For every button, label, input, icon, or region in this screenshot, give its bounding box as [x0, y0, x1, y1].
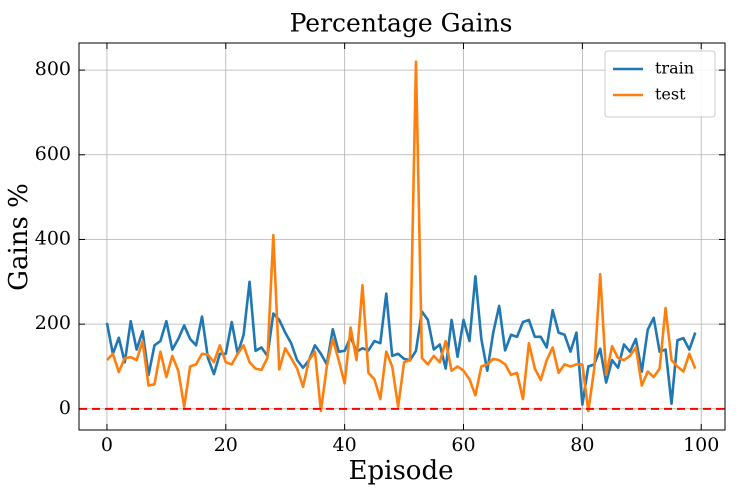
y-tick-label: 200 — [35, 312, 71, 334]
y-tick-label: 0 — [59, 397, 71, 419]
legend-label: train — [655, 59, 694, 78]
y-axis-label: Gains % — [4, 183, 34, 291]
plot-frame — [78, 42, 726, 431]
legend-label: test — [655, 85, 686, 104]
x-tick-label: 60 — [451, 434, 475, 456]
x-tick-label: 100 — [683, 434, 719, 456]
x-tick-label: 80 — [570, 434, 594, 456]
x-tick-label: 20 — [214, 434, 238, 456]
series-line — [105, 60, 697, 413]
x-tick-label: 0 — [101, 434, 113, 456]
series-line — [105, 275, 697, 406]
x-axis-label: Episode — [349, 456, 454, 486]
x-tick-label: 40 — [333, 434, 357, 456]
chart-title: Percentage Gains — [290, 9, 513, 38]
y-tick-label: 600 — [35, 143, 71, 165]
y-tick-label: 800 — [35, 58, 71, 80]
y-tick-label: 400 — [35, 227, 71, 249]
legend-box — [604, 50, 716, 118]
